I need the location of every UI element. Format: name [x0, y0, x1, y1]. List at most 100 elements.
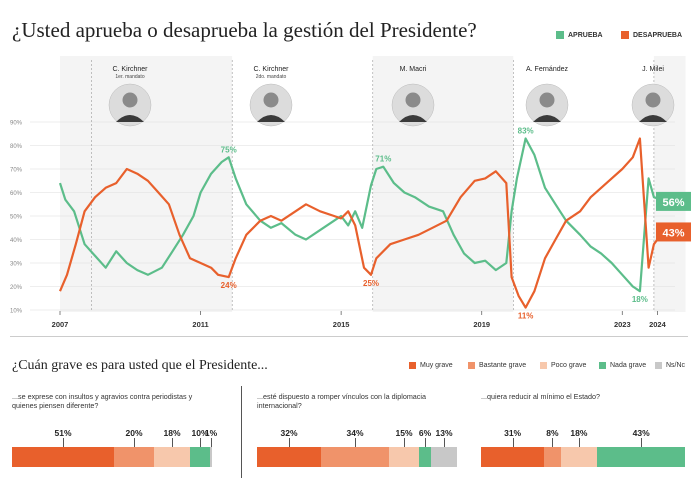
annotation-label: 25%	[363, 279, 379, 288]
end-value-labels: 56% 43%	[656, 191, 691, 242]
segment-tick	[172, 438, 173, 447]
y-tick-label: 60%	[10, 191, 23, 197]
legend-label-ns-nc: Ns/Nc	[666, 362, 686, 369]
segment-percent-label: 15%	[395, 428, 413, 438]
question-1-text: ...se exprese con insultos y agravios co…	[12, 392, 193, 410]
annotation-label: 71%	[375, 155, 391, 164]
peak-annotations: 75% 24% 71% 25% 83% 11% 18%	[221, 126, 648, 320]
stacked-bar-segment	[321, 447, 389, 467]
portrait-shoulders	[639, 115, 667, 122]
y-tick-label: 30%	[10, 262, 23, 268]
annotation-label: 83%	[518, 126, 534, 135]
end-label-box	[656, 191, 691, 211]
legend-swatch-aprueba	[556, 31, 564, 39]
stacked-bar-segment	[154, 447, 190, 467]
approval-line-chart: 90% 80% 70% 60% 50% 40% 30% 20% 10% 2007 2011 2015…	[10, 56, 691, 329]
legend-ns-nc: Ns/Nc	[655, 362, 685, 369]
legend-label-muy-grave: Muy grave	[420, 362, 453, 369]
president-name: C. Kirchner	[253, 66, 289, 73]
segment-tick	[578, 438, 580, 447]
stacked-bar-segment	[389, 447, 419, 467]
annotation-label: 18%	[632, 295, 648, 304]
segment-tick	[355, 438, 356, 447]
series-lines	[58, 137, 675, 309]
president-name: M. Macri	[400, 66, 427, 73]
portrait-head	[263, 92, 279, 108]
segment-percent-label: 10%	[191, 428, 209, 438]
question-3-text: ...quiera reducir al mínimo el Estado?	[481, 392, 601, 401]
segment-percent-label: 18%	[163, 428, 181, 438]
legend-label-poco-grave: Poco grave	[551, 362, 587, 369]
term-bands	[60, 56, 686, 312]
portrait-head	[122, 92, 138, 108]
y-tick-label: 10%	[10, 309, 23, 315]
y-tick-label: 80%	[10, 144, 23, 150]
question-2-text: ...esté dispuesto a romper vínculos con …	[257, 392, 426, 410]
y-axis-labels: 90% 80% 70% 60% 50% 40% 30% 20% 10%	[10, 121, 23, 315]
section-divider	[10, 336, 688, 337]
page-title: ¿Usted aprueba o desaprueba la gestión d…	[12, 18, 477, 42]
segment-percent-label: 34%	[346, 428, 364, 438]
segment-tick	[63, 438, 64, 447]
segment-tick	[289, 438, 290, 447]
x-tick-label: 2015	[333, 320, 350, 329]
stacked-bar-segment	[431, 447, 457, 467]
segment-percent-label: 8%	[546, 428, 559, 438]
x-tick-label: 2023	[614, 320, 631, 329]
portrait-head	[645, 92, 661, 108]
x-tick-label: 2007	[52, 320, 69, 329]
section-subtitle: ¿Cuán grave es para usted que el Preside…	[12, 358, 268, 373]
segment-tick	[512, 438, 514, 447]
segment-tick	[200, 438, 201, 447]
stacked-bar-segment	[560, 447, 598, 467]
gridlines	[30, 121, 675, 311]
legend-poco-grave: Poco grave	[540, 362, 586, 369]
president-term: 2do. mandato	[256, 74, 287, 80]
segment-percent-label: 43%	[632, 428, 650, 438]
series-line-aprueba	[58, 137, 675, 293]
legend-nada-grave: Nada grave	[599, 362, 646, 369]
president-name: A. Fernández	[526, 66, 569, 73]
stacked-bar-segment	[419, 447, 431, 467]
stacked-bar-segment	[190, 447, 210, 467]
president-term: 1er. mandato	[115, 74, 144, 80]
series-line-desaprueba	[58, 137, 675, 309]
president-name: J. Milei	[642, 66, 664, 73]
y-tick-label: 40%	[10, 238, 23, 244]
stacked-bar-segment	[257, 447, 321, 467]
y-tick-label: 70%	[10, 168, 23, 174]
segment-tick	[444, 438, 445, 447]
stacked-bar-segment	[114, 447, 154, 467]
segment-percent-label: 18%	[570, 428, 588, 438]
segment-tick	[425, 438, 426, 447]
legend-aprueba: APRUEBA	[556, 31, 603, 39]
segment-tick	[641, 438, 643, 447]
legend-swatch-desaprueba	[621, 31, 629, 39]
segment-percent-label: 32%	[280, 428, 298, 438]
segment-percent-label: 20%	[125, 428, 143, 438]
x-tick-label: 2024	[649, 320, 667, 329]
column-divider	[241, 386, 242, 478]
segment-tick	[404, 438, 405, 447]
legend-swatch-bastante-grave	[468, 362, 475, 369]
segment-percent-label: 1%	[204, 428, 218, 438]
stacked-bar-segment	[481, 447, 545, 467]
segment-percent-label: 31%	[504, 428, 522, 438]
end-label-box	[656, 222, 691, 242]
legend-label-aprueba: APRUEBA	[568, 31, 603, 39]
x-tick-label: 2011	[192, 320, 208, 329]
annotation-label: 11%	[518, 312, 534, 321]
segment-percent-label: 13%	[435, 428, 453, 438]
legend-bastante-grave: Bastante grave	[468, 362, 526, 369]
stacked-bar-segment	[12, 447, 114, 467]
portrait-shoulders	[116, 115, 144, 122]
segment-tick	[552, 438, 554, 447]
legend-desaprueba: DESAPRUEBA	[621, 31, 682, 39]
portrait-head	[539, 92, 555, 108]
annotation-label: 75%	[221, 145, 237, 154]
portrait-shoulders	[257, 115, 285, 122]
legend-swatch-muy-grave	[409, 362, 416, 369]
x-axis-labels: 2007 2011 2015 2019 2023 2024	[52, 311, 667, 329]
legend-label-desaprueba: DESAPRUEBA	[633, 31, 683, 39]
